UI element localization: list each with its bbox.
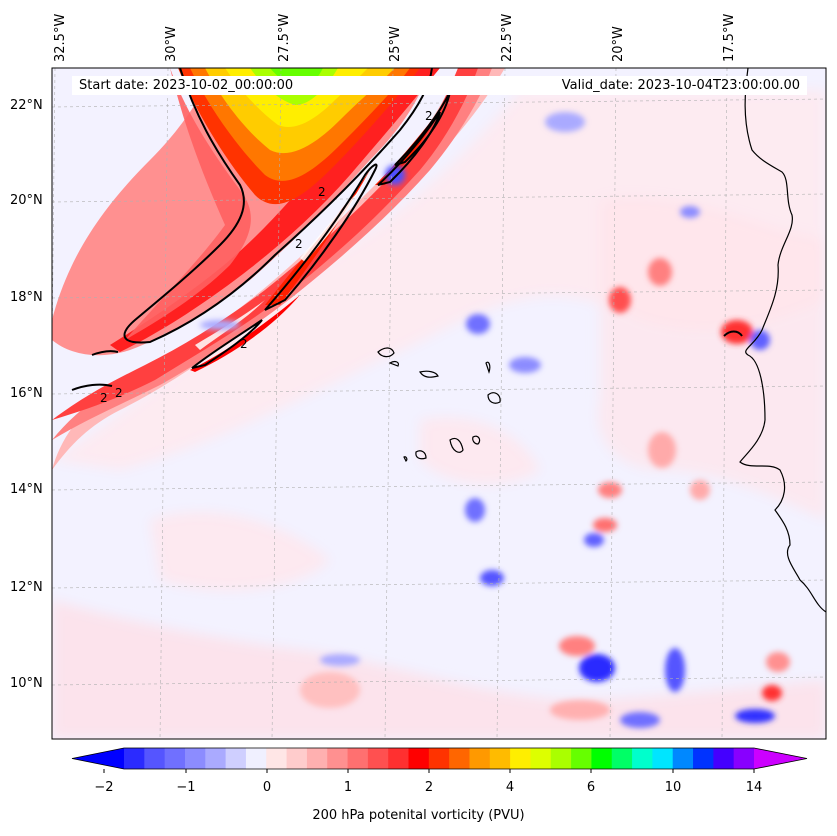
colorbar-swatch — [510, 748, 531, 769]
lon-label: 25°W — [388, 26, 403, 62]
colorbar-swatch — [530, 748, 552, 769]
contour-label: 2 — [425, 109, 433, 123]
colorbar-title: 200 hPa potenital vorticity (PVU) — [312, 808, 525, 823]
colorbar-tick-label: −2 — [94, 780, 114, 795]
colorbar-swatch — [489, 748, 511, 769]
colorbar-swatch — [571, 748, 592, 769]
cape-verde-islands — [377, 347, 501, 463]
colorbar-swatch — [550, 748, 572, 769]
colorbar-swatch — [266, 748, 288, 769]
lat-label: 20°N — [10, 193, 43, 208]
pv-anomaly-blobs — [200, 112, 790, 728]
colorbar-tick-label: 4 — [505, 780, 515, 795]
colorbar-tick-label: 1 — [343, 780, 353, 795]
lat-label: 16°N — [10, 386, 43, 401]
colorbar-tick-label: 2 — [424, 780, 434, 795]
colorbar-swatch — [367, 748, 389, 769]
colorbar-outline — [71, 747, 808, 770]
map-area: 2 2 2 2 2 2 — [52, 68, 826, 739]
lon-label: 27.5°W — [277, 13, 292, 62]
colorbar-max-extend — [754, 748, 807, 769]
colorbar-swatch — [632, 748, 653, 769]
colorbar-swatch — [449, 748, 470, 769]
lon-label: 22.5°W — [500, 13, 515, 62]
colorbar-min-extend — [72, 748, 124, 769]
colorbar-swatch — [713, 748, 735, 769]
contour-label: 2 — [318, 185, 326, 199]
pv-2-contours — [71, 68, 743, 391]
colorbar-tick-label: 14 — [745, 780, 763, 795]
colorbar-swatch — [245, 748, 267, 769]
colorbar-swatch — [347, 748, 369, 769]
colorbar-swatch — [469, 748, 491, 769]
colorbar-swatch — [672, 748, 694, 769]
colorbar-swatch — [184, 748, 206, 769]
colorbar-swatch — [286, 748, 308, 769]
lat-label: 10°N — [10, 676, 43, 691]
start-date-label: Start date: 2023-10-02_00:00:00 — [79, 78, 294, 93]
contour-label: 2 — [240, 337, 248, 351]
contour-label: 2 — [295, 237, 303, 251]
lat-label: 14°N — [10, 482, 43, 497]
colorbar-swatch — [693, 748, 714, 769]
contour-label: 2 — [115, 386, 123, 400]
colorbar — [71, 747, 808, 773]
colorbar-tick-label: −1 — [176, 780, 196, 795]
date-info-bar: Start date: 2023-10-02_00:00:00 Valid_da… — [72, 76, 807, 95]
colorbar-swatch — [733, 748, 755, 769]
colorbar-swatch — [327, 748, 349, 769]
colorbar-tick-label: 0 — [262, 780, 272, 795]
colorbar-swatch — [164, 748, 186, 769]
colorbar-swatch — [388, 748, 410, 769]
colorbar-swatch — [428, 748, 450, 769]
lon-label: 32.5°W — [53, 13, 68, 62]
graticule — [52, 68, 826, 739]
contour-label: 2 — [100, 391, 108, 405]
colorbar-swatch — [408, 748, 430, 769]
colorbar-swatch — [225, 748, 247, 769]
colorbar-swatch — [652, 748, 674, 769]
colorbar-swatch — [611, 748, 633, 769]
colorbar-swatch — [144, 748, 166, 769]
africa-coastline — [739, 68, 826, 613]
valid-date-label: Valid_date: 2023-10-04T23:00:00.00 — [561, 78, 800, 93]
lon-label: 20°W — [611, 26, 626, 62]
colorbar-swatch — [306, 748, 328, 769]
colorbar-swatch — [591, 748, 613, 769]
colorbar-tick-label: 10 — [664, 780, 682, 795]
lon-label: 17.5°W — [722, 13, 737, 62]
lat-label: 22°N — [10, 98, 43, 113]
lat-label: 18°N — [10, 290, 43, 305]
lon-label: 30°W — [164, 26, 179, 62]
lat-label: 12°N — [10, 580, 43, 595]
map-frame — [51, 67, 827, 740]
colorbar-swatch — [205, 748, 227, 769]
colorbar-tick-label: 6 — [586, 780, 596, 795]
contour-labels: 2 2 2 2 2 2 — [100, 109, 433, 405]
colorbar-swatch — [124, 748, 145, 769]
